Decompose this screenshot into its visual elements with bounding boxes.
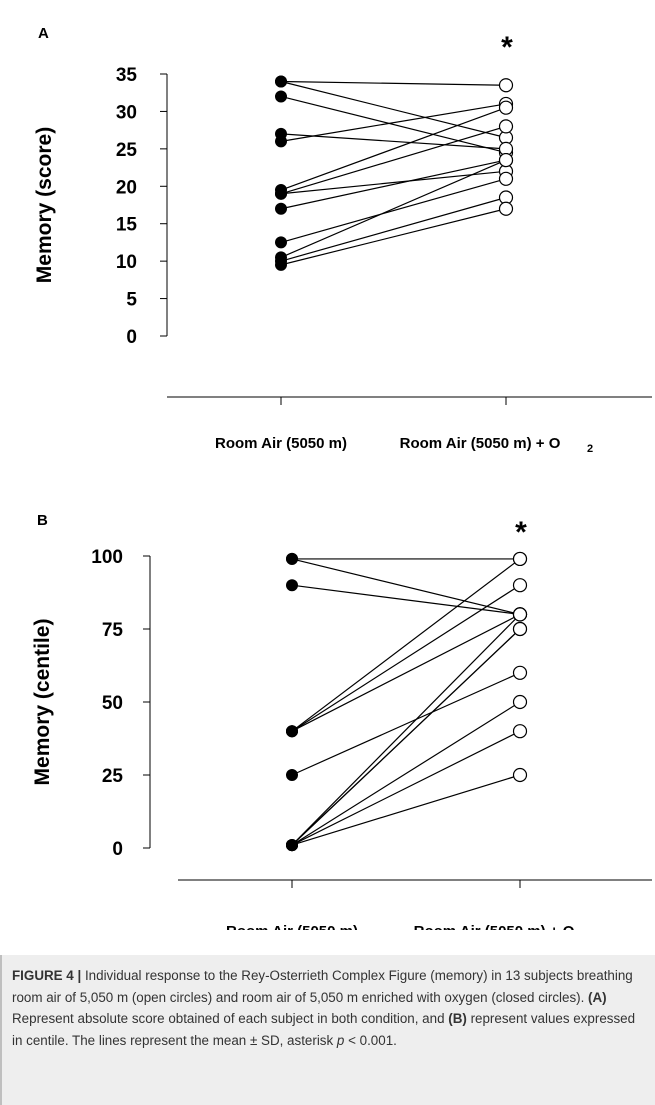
panel-a: A * 0 5 10 15 20 25 30 35 Memory (score) Room Air (…: [33, 25, 652, 455]
y-tick-label: 30: [116, 102, 137, 123]
panel-b: B * 0 25 50 75 100 Memory (centile) Room Air (50…: [31, 512, 652, 930]
filled-circle-point: [275, 258, 287, 271]
y-tick-label: 35: [116, 65, 138, 86]
y-tick-label: 20: [116, 177, 137, 198]
filled-circle-point: [286, 579, 298, 592]
caption-ref-a: (A): [588, 989, 607, 1005]
subject-line: [280, 80, 507, 139]
open-circle-point: [498, 201, 514, 216]
filled-circle-point: [286, 552, 298, 565]
subject-line: [291, 613, 521, 732]
x-category-label: Room Air (5050 m): [215, 435, 347, 452]
open-circle-point: [498, 152, 514, 168]
filled-circle-point: [286, 769, 298, 781]
subject-line: [291, 774, 521, 846]
x-category-label: Room Air (5050 m) + O: [414, 923, 575, 930]
subject-line: [291, 558, 521, 732]
y-tick-label: 5: [126, 290, 137, 311]
open-circle-point: [512, 578, 528, 593]
open-circle-point: [498, 119, 514, 134]
subject-line: [280, 170, 507, 195]
open-circle-point: [512, 621, 528, 637]
subject-line: [291, 672, 521, 776]
figure-caption: FIGURE 4 | Individual response to the Re…: [12, 965, 645, 1051]
filled-circle-point: [286, 725, 298, 738]
subject-line: [280, 159, 507, 258]
subject-line: [280, 125, 507, 195]
filled-circle-point: [275, 236, 287, 249]
filled-circle-point: [275, 90, 287, 103]
subject-line: [291, 628, 521, 846]
panel-letter: A: [38, 25, 49, 42]
y-tick-label: 0: [112, 839, 123, 860]
open-circle-point: [512, 767, 528, 783]
y-tick-label: 100: [91, 547, 123, 568]
y-tick-label: 50: [102, 693, 123, 714]
filled-circle-point: [275, 75, 287, 88]
subject-line: [291, 613, 521, 846]
y-tick-label: 0: [126, 327, 137, 348]
y-axis-label: Memory (score): [33, 127, 56, 283]
open-circle-point: [498, 78, 514, 93]
subject-line: [280, 133, 507, 150]
open-circle-point: [498, 171, 514, 186]
y-tick-label: 10: [116, 252, 137, 273]
caption-text-4: < 0.001.: [344, 1032, 397, 1048]
significance-asterisk: *: [515, 516, 527, 549]
panel-letter: B: [37, 512, 48, 529]
filled-circle-point: [275, 202, 287, 215]
filled-circle-point: [275, 187, 287, 200]
y-tick-label: 25: [116, 140, 138, 161]
subject-line: [280, 107, 507, 191]
y-axis-label: Memory (centile): [31, 619, 54, 786]
x-category-label: Room Air (5050 m) + O: [400, 435, 561, 452]
subject-line: [280, 103, 507, 142]
caption-label: FIGURE 4 |: [12, 968, 82, 983]
x-category-label: Room Air (5050 m): [226, 923, 358, 930]
y-tick-label: 75: [102, 620, 124, 641]
open-circle-point: [498, 100, 514, 115]
caption-ref-b: (B): [448, 1011, 467, 1026]
open-circle-point: [512, 724, 528, 739]
subject-line: [280, 196, 507, 262]
subject-line: [280, 208, 507, 266]
open-circle-point: [512, 551, 528, 567]
subject-line: [280, 95, 507, 154]
open-circle-point: [512, 665, 528, 680]
caption-text-3: represent values expressed in centile. T…: [12, 1011, 636, 1048]
subject-line: [291, 584, 521, 732]
subject-line: [291, 701, 521, 846]
caption-p-symbol: p: [336, 1032, 345, 1048]
subject-line: [291, 730, 521, 846]
subject-line: [291, 584, 521, 615]
y-tick-label: 15: [116, 215, 138, 236]
filled-circle-point: [275, 135, 287, 148]
open-circle-point: [512, 607, 528, 622]
subject-line: [291, 558, 521, 615]
open-circle-point: [512, 694, 528, 710]
x-category-subscript: 2: [587, 443, 593, 455]
significance-asterisk: *: [501, 31, 513, 64]
subject-line: [280, 80, 507, 86]
subject-line: [280, 159, 507, 210]
caption-text-1: Individual response to the Rey-Osterriet…: [12, 968, 633, 1005]
caption-text-2: Represent absolute score obtained of eac…: [12, 1011, 449, 1026]
figure-caption-box: FIGURE 4 | Individual response to the Re…: [0, 955, 655, 1105]
y-tick-label: 25: [102, 766, 124, 787]
subject-line: [280, 178, 507, 244]
filled-circle-point: [286, 839, 298, 852]
